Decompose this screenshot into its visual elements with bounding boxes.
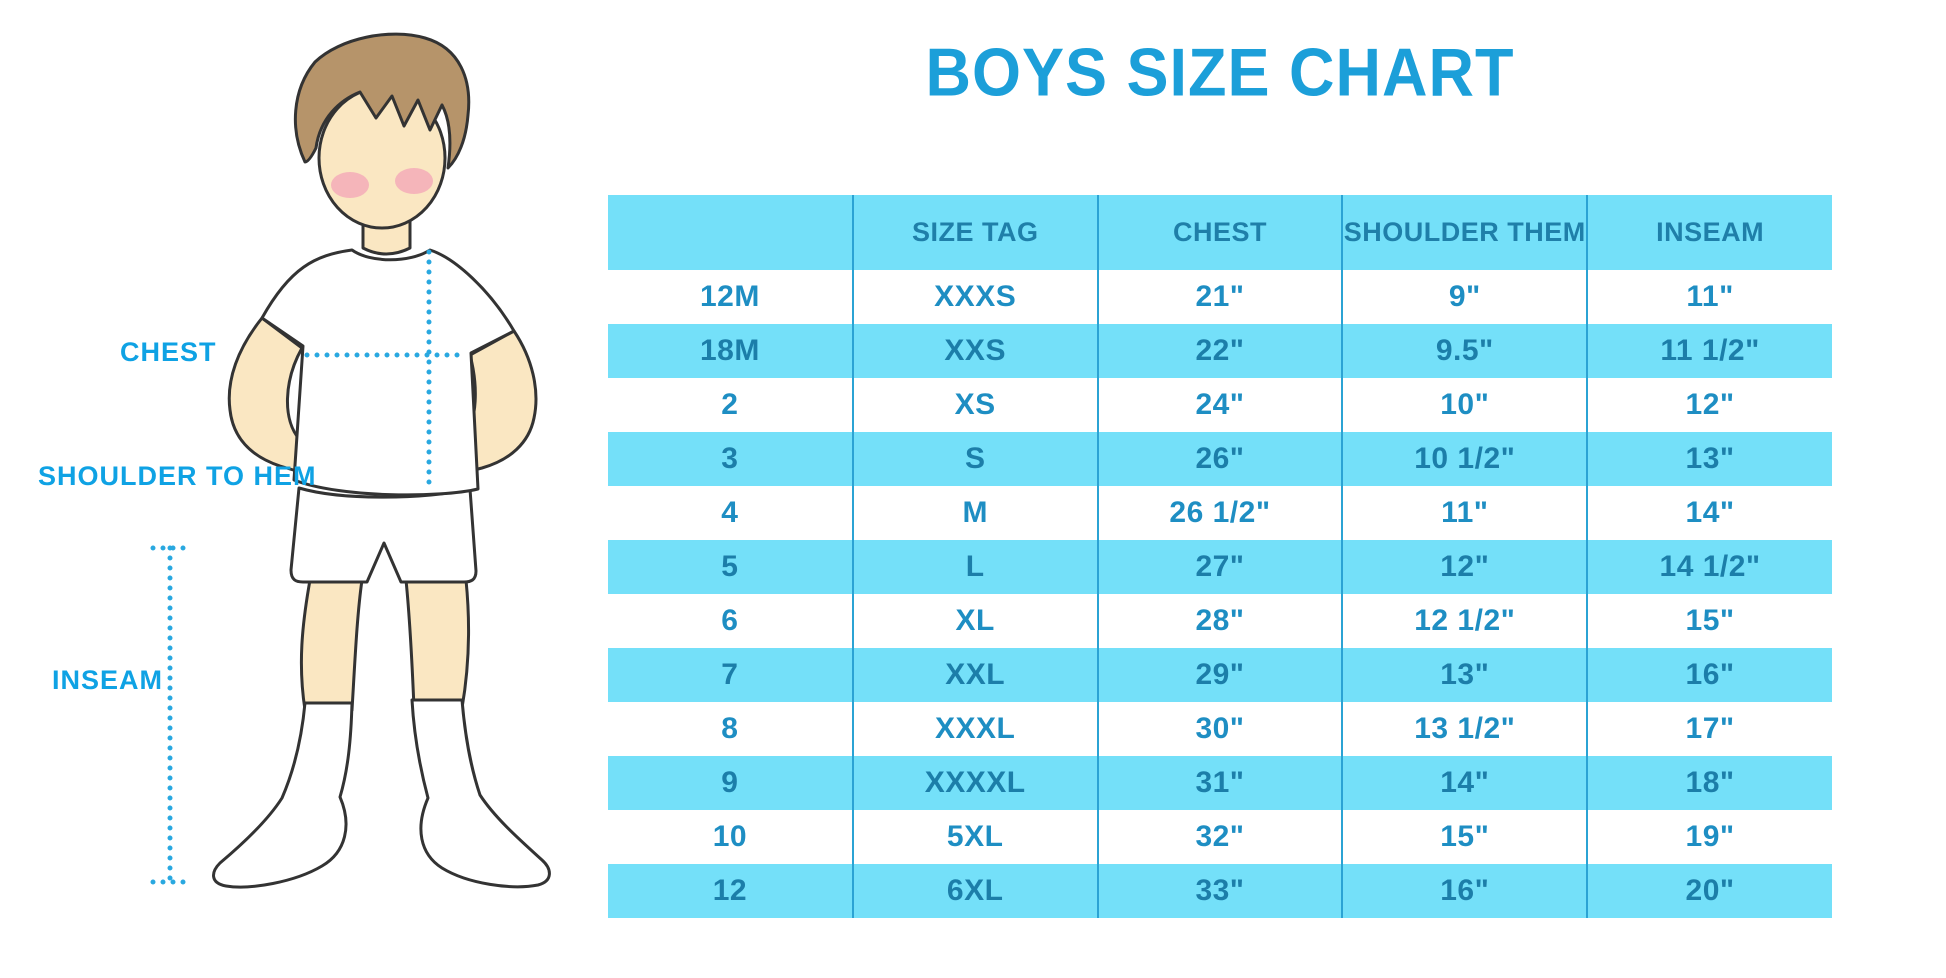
cell-chest: 22"	[1096, 324, 1343, 378]
cell-inseam: 15"	[1586, 594, 1832, 648]
right-sock	[410, 698, 551, 889]
table-row: 6 XL 28" 12 1/2" 15"	[608, 594, 1832, 648]
cell-chest: 32"	[1096, 810, 1343, 864]
cell-size-tag: XS	[851, 378, 1098, 432]
chest-label: CHEST	[120, 337, 217, 367]
cell-inseam: 11"	[1586, 270, 1832, 324]
t-shirt	[260, 248, 516, 497]
cell-inseam: 18"	[1586, 756, 1832, 810]
header-cell-chest: CHEST	[1096, 195, 1343, 270]
cell-shoulder: 11"	[1341, 486, 1588, 540]
cell-size: 2	[721, 388, 739, 421]
header-cell-blank	[608, 195, 853, 270]
header-cell-size-tag: SIZE TAG	[851, 195, 1098, 270]
left-blush	[331, 172, 369, 198]
cell-shoulder: 15"	[1341, 810, 1588, 864]
cell-inseam: 14 1/2"	[1586, 540, 1832, 594]
shorts	[289, 486, 478, 584]
table-row: 12 6XL 33" 16" 20"	[608, 864, 1832, 918]
header-cell-shoulder: SHOULDER THEM	[1341, 195, 1588, 270]
page-title: BOYS SIZE CHART	[925, 35, 1515, 111]
table-row: 2 XS 24" 10" 12"	[608, 378, 1832, 432]
cell-size: 6	[721, 604, 739, 637]
cell-size: 4	[721, 496, 739, 529]
cell-shoulder: 10"	[1341, 378, 1588, 432]
cell-size-tag: XXXL	[851, 702, 1098, 756]
hair	[293, 32, 471, 170]
cell-shoulder: 14"	[1341, 756, 1588, 810]
right-arm	[460, 329, 538, 475]
cell-inseam: 17"	[1586, 702, 1832, 756]
cell-shoulder: 13 1/2"	[1341, 702, 1588, 756]
cell-size-tag: XXXS	[851, 270, 1098, 324]
cell-size: 12M	[699, 280, 760, 313]
cell-shoulder: 9"	[1341, 270, 1588, 324]
cell-chest: 27"	[1096, 540, 1343, 594]
cell-size: 9	[608, 756, 853, 810]
cell-size: 3	[608, 432, 853, 486]
cell-size-tag: S	[851, 432, 1098, 486]
boy-figure-svg	[150, 32, 551, 889]
cell-inseam: 14"	[1586, 486, 1832, 540]
cell-size-tag: M	[851, 486, 1098, 540]
header-cell-inseam: INSEAM	[1586, 195, 1832, 270]
cell-shoulder: 12 1/2"	[1341, 594, 1588, 648]
cell-chest: 29"	[1096, 648, 1343, 702]
cell-size-tag: XXXXL	[851, 756, 1098, 810]
cell-chest: 26 1/2"	[1096, 486, 1343, 540]
cell-chest: 30"	[1096, 702, 1343, 756]
right-blush	[395, 168, 433, 194]
cell-shoulder: 9.5"	[1341, 324, 1588, 378]
cell-size-tag: XL	[851, 594, 1098, 648]
table-row: 4 M 26 1/2" 11" 14"	[608, 486, 1832, 540]
cell-size: 12	[608, 864, 853, 918]
table-row: 3 S 26" 10 1/2" 13"	[608, 432, 1832, 486]
cell-size-tag: L	[851, 540, 1098, 594]
table-row: 10 5XL 32" 15" 19"	[608, 810, 1832, 864]
inseam-label: INSEAM	[52, 665, 164, 695]
cell-size: 7	[608, 648, 853, 702]
cell-size: 18M	[608, 324, 853, 378]
cell-size-tag: XXL	[851, 648, 1098, 702]
left-leg	[299, 578, 364, 712]
cell-inseam: 16"	[1586, 648, 1832, 702]
left-sock	[212, 701, 354, 889]
cell-inseam: 11 1/2"	[1586, 324, 1832, 378]
cell-inseam: 20"	[1586, 864, 1832, 918]
table-row: 7 XXL 29" 13" 16"	[608, 648, 1832, 702]
cell-shoulder: 13"	[1341, 648, 1588, 702]
cell-size: 10	[712, 820, 748, 853]
cell-size-tag: XXS	[851, 324, 1098, 378]
size-chart-body: 12M XXXS 21" 9" 11" 18M XXS 22" 9.5" 11 …	[608, 270, 1832, 918]
cell-chest: 28"	[1096, 594, 1343, 648]
boy-figure	[0, 0, 600, 973]
header-row: SIZE TAG CHEST SHOULDER THEM INSEAM	[608, 195, 1832, 270]
cell-chest: 31"	[1096, 756, 1343, 810]
shoulder-to-hem-label: SHOULDER TO HEM	[38, 461, 317, 491]
cell-chest: 21"	[1096, 270, 1343, 324]
table-row: 8 XXXL 30" 13 1/2" 17"	[608, 702, 1832, 756]
table-row: 18M XXS 22" 9.5" 11 1/2"	[608, 324, 1832, 378]
table-row: 5 L 27" 12" 14 1/2"	[608, 540, 1832, 594]
cell-shoulder: 12"	[1341, 540, 1588, 594]
size-chart-table: SIZE TAG CHEST SHOULDER THEM INSEAM 12M …	[608, 195, 1832, 918]
size-chart-header: SIZE TAG CHEST SHOULDER THEM INSEAM	[608, 195, 1832, 270]
cell-size: 5	[608, 540, 853, 594]
cell-inseam: 19"	[1586, 810, 1832, 864]
cell-size-tag: 6XL	[851, 864, 1098, 918]
cell-shoulder: 10 1/2"	[1341, 432, 1588, 486]
cell-shoulder: 16"	[1341, 864, 1588, 918]
table-row: 9 XXXXL 31" 14" 18"	[608, 756, 1832, 810]
cell-inseam: 13"	[1586, 432, 1832, 486]
cell-chest: 24"	[1096, 378, 1343, 432]
cell-chest: 33"	[1096, 864, 1343, 918]
right-leg	[404, 578, 471, 710]
left-arm	[227, 316, 304, 474]
cell-chest: 26"	[1096, 432, 1343, 486]
cell-size-tag: 5XL	[851, 810, 1098, 864]
table-row: 12M XXXS 21" 9" 11"	[608, 270, 1832, 324]
cell-size: 8	[721, 712, 739, 745]
cell-inseam: 12"	[1586, 378, 1832, 432]
